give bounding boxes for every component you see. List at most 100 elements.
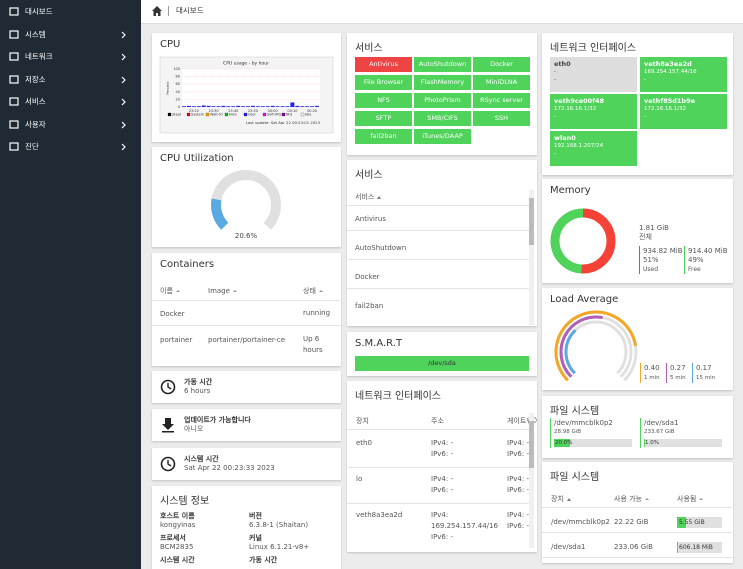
info-value: 6 hours bbox=[184, 387, 211, 395]
cpu-card: CPU CPU usage - by hour Percent 0 20 40 60 80 10… bbox=[152, 33, 341, 142]
services-card: 서비스 Antivirus AutoShutdown Docker File Brows… bbox=[347, 33, 537, 155]
cell: Docker bbox=[355, 273, 380, 281]
sort-icon bbox=[318, 290, 323, 292]
divider bbox=[542, 507, 733, 508]
x-tick-label: 23:50 bbox=[248, 109, 258, 113]
home-shape bbox=[152, 6, 162, 16]
card-title: 파일 시스템 bbox=[550, 406, 600, 417]
service-tile: Antivirus bbox=[355, 57, 412, 72]
chevron bbox=[121, 98, 126, 106]
card-title: 서비스 bbox=[355, 43, 383, 54]
info-label: 업데이트가 가능합니다 bbox=[184, 416, 251, 424]
nav-icon bbox=[9, 52, 19, 61]
nav-item: 시스템 bbox=[25, 29, 46, 39]
graph-footer: Last update: Sat Apr 22 00:23:01 2023 bbox=[246, 120, 321, 125]
containers-card: Containers 이름 Image 상태 Docker running portaine… bbox=[152, 253, 341, 366]
icon bbox=[160, 379, 176, 395]
card-title: 네트워크 인터페이스 bbox=[550, 43, 636, 54]
interface-address: 172.16.16.1/32 bbox=[644, 106, 687, 112]
bar bbox=[275, 106, 280, 107]
icon-shape bbox=[9, 74, 19, 84]
card-title: Load Average bbox=[550, 294, 619, 305]
clock-hands bbox=[167, 383, 172, 390]
memory-total: 1.81 GiB bbox=[639, 224, 669, 232]
system-info-card: 시스템 정보 호스트 이름 kongyinas 버전 6.3.8-1 (Shaitan)… bbox=[152, 486, 341, 569]
memory-label: Used bbox=[643, 266, 659, 273]
info-label: 가동 시간 bbox=[184, 378, 213, 386]
x-tick-label: 00:00 bbox=[268, 109, 278, 113]
interface-address: 192.168.1.207/24 bbox=[554, 143, 604, 149]
chevron-shape bbox=[121, 31, 126, 38]
cell: IPv4: - bbox=[507, 475, 529, 483]
cell: veth8a3ea2d bbox=[356, 511, 403, 519]
divider bbox=[542, 532, 733, 533]
used-bar-bg: 5.55 GiB bbox=[677, 517, 722, 528]
bar bbox=[265, 106, 270, 107]
y-axis-label: Percent bbox=[166, 81, 170, 95]
bar bbox=[241, 106, 246, 107]
interface-name: wlan0 bbox=[554, 134, 576, 142]
interface-gateway: - bbox=[554, 151, 556, 157]
sort-icon bbox=[699, 498, 704, 500]
chevron bbox=[121, 76, 126, 83]
fs-size: 28.98 GiB bbox=[554, 429, 582, 435]
cell: IPv4: bbox=[431, 511, 449, 519]
x-tick-label: 00:10 bbox=[287, 109, 297, 113]
uptime-card: 가동 시간 6 hours bbox=[152, 371, 341, 403]
divider bbox=[152, 325, 341, 326]
column-header: 주소 bbox=[431, 417, 444, 425]
interface-address: 169.254.157.44/16 bbox=[644, 69, 697, 75]
y-tick-label: 20 bbox=[176, 97, 180, 101]
divider bbox=[347, 259, 529, 260]
service-tile: FlashMemory bbox=[414, 75, 471, 90]
fs-size: 233.67 GiB bbox=[644, 429, 675, 435]
interface-gateway: - bbox=[554, 77, 556, 83]
cell: /dev/mmcblk0p2 bbox=[551, 518, 610, 526]
system-time-card: 시스템 시간 Sat Apr 22 00:23:33 2023 bbox=[152, 448, 341, 480]
service-tile: PhotoPrism bbox=[414, 93, 471, 108]
fs-percent: 1.0% bbox=[645, 440, 659, 446]
plot-bg bbox=[182, 69, 320, 107]
card-title: 네트워크 인터페이스 bbox=[355, 391, 441, 402]
service-tile: File Browser bbox=[355, 75, 412, 90]
y-tick-label: 40 bbox=[176, 90, 180, 94]
legend-swatch bbox=[205, 112, 210, 117]
x-tick-label: 23:30 bbox=[208, 109, 218, 113]
sort-icon bbox=[377, 195, 382, 199]
cell: IPv4: - bbox=[507, 511, 529, 519]
sort-icon bbox=[232, 290, 237, 292]
chevron bbox=[121, 143, 126, 151]
info-value: 아니오 bbox=[184, 425, 204, 433]
column-header: 장치 bbox=[551, 495, 571, 504]
legend-line bbox=[684, 246, 685, 274]
card-title: 서비스 bbox=[355, 170, 383, 181]
cell: IPv4: - bbox=[431, 439, 453, 447]
legend-line bbox=[666, 363, 667, 383]
legend-swatch bbox=[300, 112, 305, 117]
divider bbox=[347, 205, 529, 206]
interface-name: veth8a3ea2d bbox=[644, 60, 692, 68]
chevron-shape bbox=[121, 98, 126, 106]
y-tick-label: 80 bbox=[176, 75, 180, 79]
y-tick-label: 100 bbox=[173, 67, 180, 71]
icon bbox=[162, 418, 174, 433]
scrollbar-thumb bbox=[529, 198, 534, 246]
legend-label: Steal bbox=[172, 113, 181, 117]
bar bbox=[305, 106, 310, 107]
chevron bbox=[121, 53, 126, 61]
nav-item: 네트워크 bbox=[25, 52, 53, 61]
nav-item: 저장소 bbox=[25, 74, 46, 84]
legend-swatch bbox=[167, 112, 172, 117]
clock-face bbox=[160, 456, 176, 472]
legend-line bbox=[639, 246, 640, 274]
topbar: 대시보드 bbox=[141, 0, 743, 24]
bar bbox=[251, 105, 255, 107]
clock-face bbox=[160, 379, 176, 395]
service-tile: SFTP bbox=[355, 111, 412, 126]
load-gauge bbox=[554, 310, 638, 382]
gauge-value bbox=[211, 198, 229, 230]
bar bbox=[300, 106, 305, 107]
scrollbar-thumb bbox=[529, 421, 534, 469]
bar bbox=[246, 106, 251, 107]
